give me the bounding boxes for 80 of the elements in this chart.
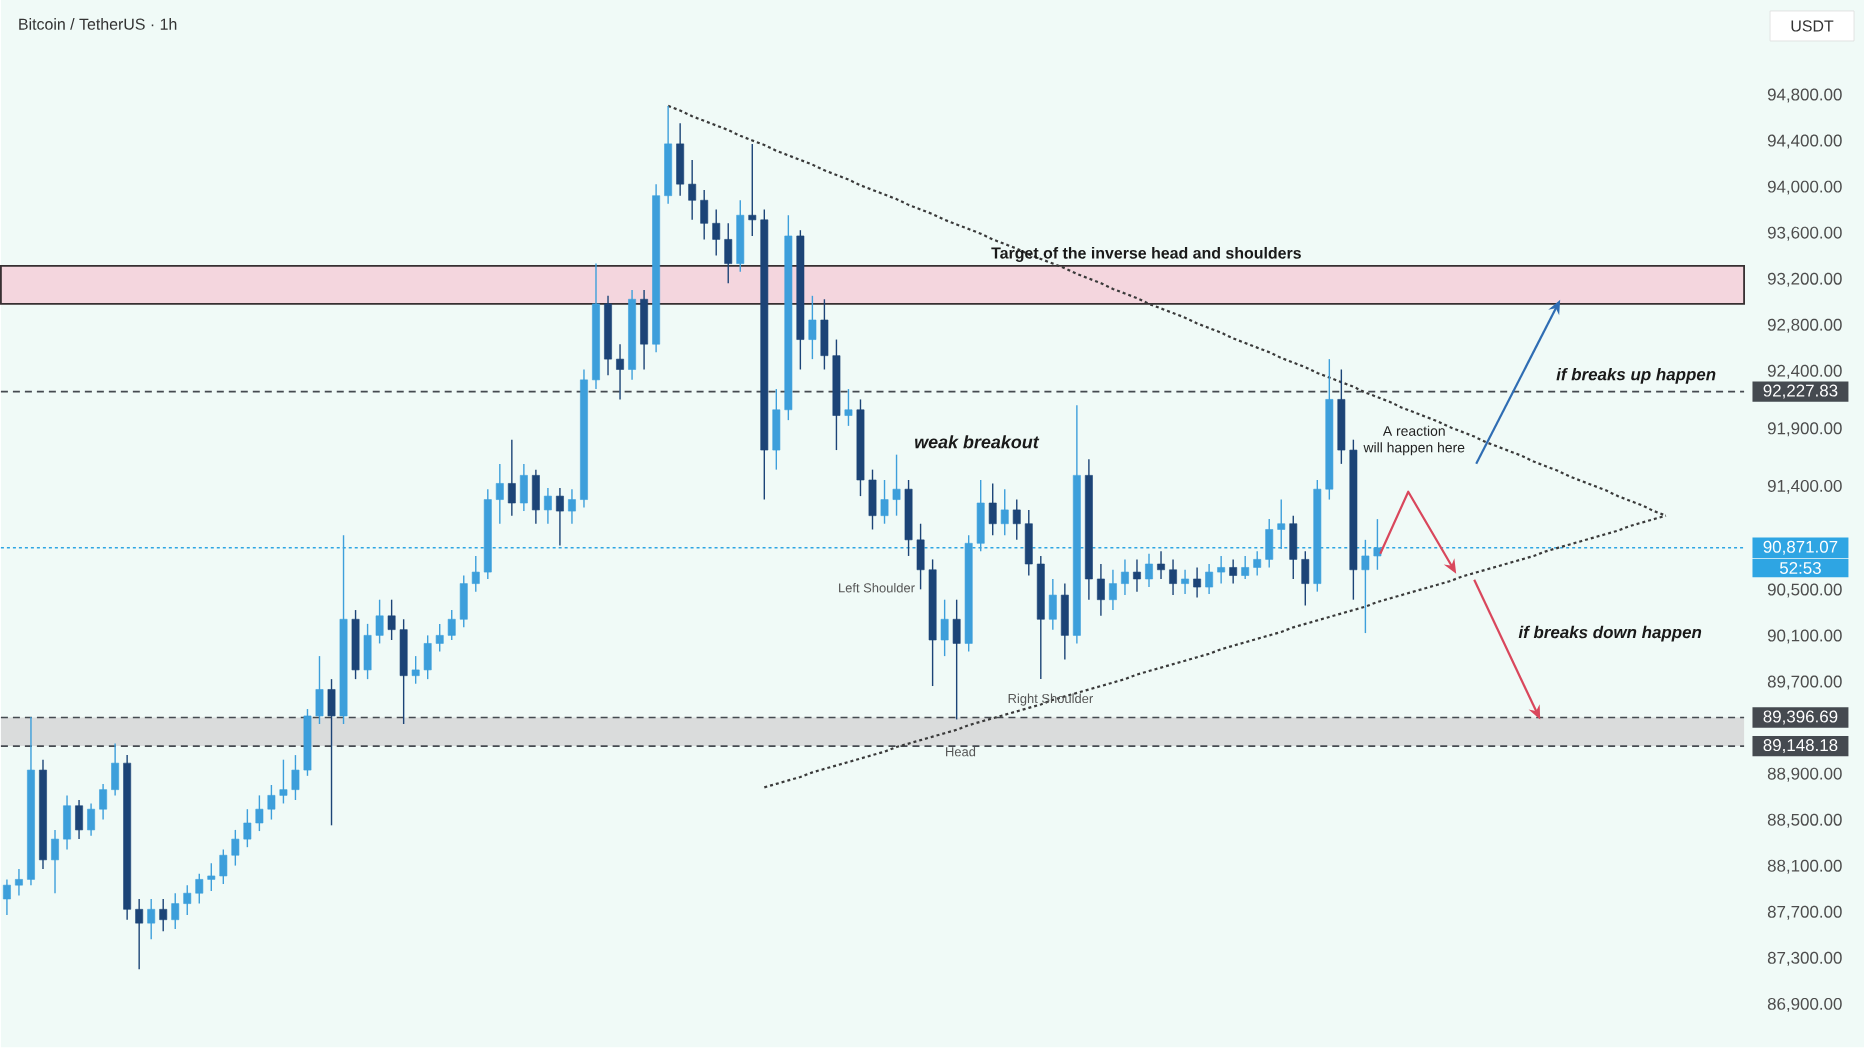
candlestick <box>1181 569 1189 595</box>
candlestick <box>700 189 709 241</box>
candlestick <box>1217 555 1226 585</box>
candlestick <box>712 209 721 257</box>
candlestick <box>1157 550 1165 580</box>
y-tick-label: 89,700.00 <box>1767 675 1842 690</box>
candlestick <box>676 122 685 197</box>
candlestick <box>844 388 853 427</box>
candlestick <box>1277 499 1286 550</box>
y-tick-label: 88,100.00 <box>1767 860 1842 874</box>
candlestick <box>724 222 733 285</box>
y-tick-label: 90,100.00 <box>1767 629 1842 644</box>
candlestick <box>63 794 71 851</box>
candlestick <box>1012 499 1021 541</box>
annotation: if breaks down happen <box>1518 626 1702 642</box>
candlestick <box>15 868 23 897</box>
y-tick-label: 92,400.00 <box>1767 365 1842 380</box>
candlestick <box>1133 558 1141 593</box>
candlestick <box>640 289 648 371</box>
candlestick <box>507 439 516 517</box>
candlestick <box>135 898 144 971</box>
y-tick-label: 90,500.00 <box>1767 583 1842 598</box>
candlestick <box>471 555 480 593</box>
candlestick <box>988 482 997 537</box>
y-tick-label: 93,200.00 <box>1767 272 1842 287</box>
candlestick <box>159 898 168 933</box>
ref-line-label: 89,148.18 <box>1763 739 1838 754</box>
candlestick <box>808 295 817 361</box>
candlestick <box>75 799 83 841</box>
y-tick-label: 92,800.00 <box>1767 319 1842 333</box>
text: 52:53 <box>1779 562 1821 575</box>
candlestick <box>1000 488 1009 537</box>
candlestick <box>1253 550 1262 577</box>
candlestick <box>1169 558 1177 597</box>
candlestick <box>616 343 624 401</box>
candlestick <box>1241 555 1250 580</box>
annotation: weak breakout <box>915 435 1040 449</box>
y-tick-label: 94,800.00 <box>1767 88 1842 103</box>
y-tick-label: 91,900.00 <box>1767 422 1842 437</box>
candlestick <box>940 599 949 658</box>
ref-line-label: 90,871.07 <box>1763 541 1838 556</box>
y-tick-label: 87,300.00 <box>1767 952 1842 967</box>
y-tick-label: 87,700.00 <box>1767 906 1842 921</box>
candlestick <box>544 487 552 525</box>
candlestick <box>1024 509 1033 577</box>
candlestick <box>171 892 180 930</box>
candlestick <box>531 469 540 525</box>
y-tick-label: 86,900.00 <box>1767 998 1842 1013</box>
y-tick-label: 91,400.00 <box>1767 480 1842 495</box>
candlestick <box>1097 563 1105 617</box>
candlestick <box>495 463 504 525</box>
y-tick-label: 94,400.00 <box>1767 134 1842 149</box>
candlestick <box>1109 569 1117 612</box>
candlestick <box>147 898 156 941</box>
candlestick <box>1265 518 1274 569</box>
candlestick <box>99 783 107 821</box>
y-tick-label: 93,600.00 <box>1767 226 1842 241</box>
candlestick <box>87 802 95 837</box>
candlestick <box>1048 578 1057 631</box>
ref-line-label: 92,227.83 <box>1763 384 1838 399</box>
candlestick <box>688 159 697 221</box>
candlestick <box>1229 558 1238 585</box>
candlestick <box>519 463 528 513</box>
candlestick <box>3 878 11 917</box>
y-tick-label: 88,900.00 <box>1767 767 1842 782</box>
y-tick-label: 88,500.00 <box>1767 813 1842 828</box>
candlestick <box>111 743 120 797</box>
candlestick <box>327 678 336 827</box>
candlestick <box>1060 583 1069 661</box>
annotation: if breaks up happen <box>1556 368 1716 384</box>
candlestick <box>1145 553 1153 588</box>
y-tick-label: 94,000.00 <box>1767 180 1842 195</box>
ref-line-label: 89,396.69 <box>1763 710 1838 725</box>
candlestick <box>1193 567 1201 599</box>
candlestick <box>568 488 576 525</box>
candlestick <box>556 487 564 547</box>
candlestick <box>952 599 961 721</box>
candlestick <box>1121 558 1129 597</box>
candlestick <box>1205 563 1214 595</box>
candlestick <box>51 829 59 895</box>
